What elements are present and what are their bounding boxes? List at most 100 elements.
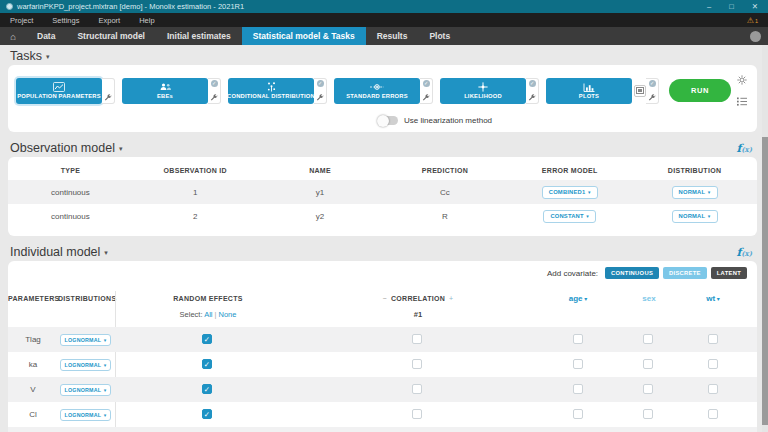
covariate-checkbox-age[interactable]	[573, 359, 583, 369]
add-covariate-latent-button[interactable]: LATENT	[711, 267, 747, 279]
covariate-checkbox-wt[interactable]	[708, 359, 718, 369]
random-effect-checkbox[interactable]: ✓	[202, 359, 212, 369]
tab-plots[interactable]: Plots	[418, 27, 461, 45]
window-title: warfarinPKPD_project.mlxtran [demo] - Mo…	[17, 2, 244, 11]
task-button-ebes[interactable]: EBEs ✓	[122, 78, 221, 104]
tab-statistical-model-tasks[interactable]: Statistical model & Tasks	[242, 27, 366, 45]
line-chart-icon	[53, 82, 65, 92]
covariate-header-wt[interactable]: wt ▾	[673, 294, 753, 303]
menu-export[interactable]: Export	[98, 16, 120, 25]
cell-prediction: R	[382, 212, 507, 221]
tab-structural-model[interactable]: Structural model	[66, 27, 156, 45]
warning-icon: ⚠	[747, 16, 754, 25]
formula-icon[interactable]: f(x)	[736, 247, 752, 259]
individual-model-title[interactable]: Individual model ▾	[10, 245, 108, 259]
menu-help[interactable]: Help	[139, 16, 154, 25]
parameter-row: V LOGNORMAL ▾ ✓	[8, 377, 757, 402]
warning-indicator[interactable]: ⚠ 1	[747, 16, 758, 25]
task-button-conditional-distribution[interactable]: CONDITIONAL DISTRIBUTION ✓	[228, 78, 327, 104]
maximize-button[interactable]: □	[729, 2, 734, 11]
distribution-dropdown[interactable]: NORMAL ▾	[672, 186, 718, 199]
account-icon[interactable]	[750, 31, 761, 42]
covariate-checkbox-wt[interactable]	[708, 409, 718, 419]
distribution-dropdown-cl[interactable]: LOGNORMAL ▾	[60, 409, 112, 421]
caret-down-icon: ▾	[119, 143, 123, 153]
menu-settings[interactable]: Settings	[52, 16, 79, 25]
random-effect-checkbox[interactable]: ✓	[202, 409, 212, 419]
remove-correlation-button[interactable]: −	[383, 295, 387, 302]
menu-project[interactable]: Project	[10, 16, 33, 25]
distribution-dropdown[interactable]: NORMAL ▾	[672, 210, 718, 223]
wrench-icon[interactable]	[422, 94, 430, 102]
scrollbar-thumb[interactable]	[762, 137, 768, 425]
covariate-checkbox-sex[interactable]	[643, 334, 653, 344]
wrench-icon[interactable]	[210, 94, 218, 102]
correlation-checkbox[interactable]	[412, 384, 422, 394]
wrench-icon[interactable]	[104, 94, 112, 102]
scrollbar[interactable]	[762, 45, 768, 432]
random-effect-checkbox[interactable]: ✓	[202, 334, 212, 344]
covariate-checkbox-age[interactable]	[573, 334, 583, 344]
obs-col-observation-id: OBSERVATION ID	[133, 167, 258, 174]
covariate-type-buttons: CONTINUOUS DISCRETE LATENT	[605, 267, 747, 279]
task-done-badge: ✓	[423, 80, 430, 87]
add-covariate-discrete-button[interactable]: DISCRETE	[663, 267, 707, 279]
observation-table-header: TYPEOBSERVATION IDNAMEPREDICTIONERROR MO…	[8, 160, 757, 180]
covariate-checkbox-sex[interactable]	[643, 384, 653, 394]
observation-model-title[interactable]: Observation model ▾	[10, 141, 122, 155]
formula-icon[interactable]: f(x)	[736, 143, 752, 155]
wrench-icon[interactable]	[316, 94, 324, 102]
wrench-icon[interactable]	[528, 94, 536, 102]
distribution-dropdown-ka[interactable]: LOGNORMAL ▾	[60, 359, 112, 371]
select-none-link[interactable]: None	[218, 310, 236, 319]
linearization-row: Use linearization method	[378, 116, 749, 125]
tab-data[interactable]: Data	[26, 27, 66, 45]
covariate-header-age[interactable]: age ▾	[538, 294, 618, 303]
covariate-checkbox-sex[interactable]	[643, 409, 653, 419]
task-button-standard-errors[interactable]: STANDARD ERRORS ✓	[334, 78, 433, 104]
plot-preview-icon[interactable]	[634, 85, 646, 97]
settings-icon[interactable]	[737, 71, 747, 89]
select-all-link[interactable]: All	[204, 310, 212, 319]
caret-down-icon: ▾	[583, 296, 588, 302]
linearization-toggle[interactable]	[378, 116, 398, 125]
distribution-dropdown-tlag[interactable]: LOGNORMAL ▾	[60, 334, 112, 346]
individual-model-table: Add covariate: CONTINUOUSDISCRETELATENT …	[8, 261, 757, 432]
covariate-checkbox-age[interactable]	[573, 409, 583, 419]
tasks-section-title[interactable]: Tasks ▾	[10, 49, 768, 63]
correlation-checkbox[interactable]	[412, 334, 422, 344]
caret-down-icon: ▾	[585, 213, 589, 219]
run-button[interactable]: RUN	[669, 79, 731, 102]
error-model-dropdown[interactable]: CONSTANT ▾	[543, 210, 596, 223]
tab-results[interactable]: Results	[366, 27, 419, 45]
random-effect-checkbox[interactable]: ✓	[202, 384, 212, 394]
close-button[interactable]: ✕	[752, 2, 758, 11]
caret-down-icon: ▾	[706, 213, 710, 219]
correlation-checkbox[interactable]	[412, 359, 422, 369]
covariate-checkbox-sex[interactable]	[643, 359, 653, 369]
tab-initial-estimates[interactable]: Initial estimates	[156, 27, 242, 45]
obs-col-prediction: PREDICTION	[382, 167, 507, 174]
task-done-badge: ✓	[211, 80, 218, 87]
task-button-likelihood[interactable]: LIKELIHOOD ✓	[440, 78, 539, 104]
bar-chart-icon	[583, 82, 595, 92]
minimize-button[interactable]: –	[707, 2, 711, 11]
parameter-name: ka	[8, 352, 58, 377]
covariate-checkbox-age[interactable]	[573, 384, 583, 394]
home-icon[interactable]: ⌂	[0, 27, 26, 45]
correlation-checkbox[interactable]	[412, 409, 422, 419]
wrench-icon[interactable]	[648, 94, 656, 102]
add-covariate-continuous-button[interactable]: CONTINUOUS	[605, 267, 659, 279]
caret-down-icon: ▾	[715, 296, 720, 302]
error-model-dropdown[interactable]: COMBINED1 ▾	[542, 186, 598, 199]
task-button-plots[interactable]: PLOTS ✓	[546, 78, 659, 104]
covariate-checkbox-wt[interactable]	[708, 334, 718, 344]
task-button-population-parameters[interactable]: POPULATION PARAMETERS	[16, 78, 115, 104]
task-done-badge: ✓	[649, 80, 656, 87]
obs-col-name: NAME	[258, 167, 383, 174]
task-list-icon[interactable]	[737, 92, 747, 110]
distribution-dropdown-v[interactable]: LOGNORMAL ▾	[60, 384, 112, 396]
add-correlation-button[interactable]: +	[449, 295, 453, 302]
obs-col-distribution: DISTRIBUTION	[632, 167, 757, 174]
covariate-checkbox-wt[interactable]	[708, 384, 718, 394]
